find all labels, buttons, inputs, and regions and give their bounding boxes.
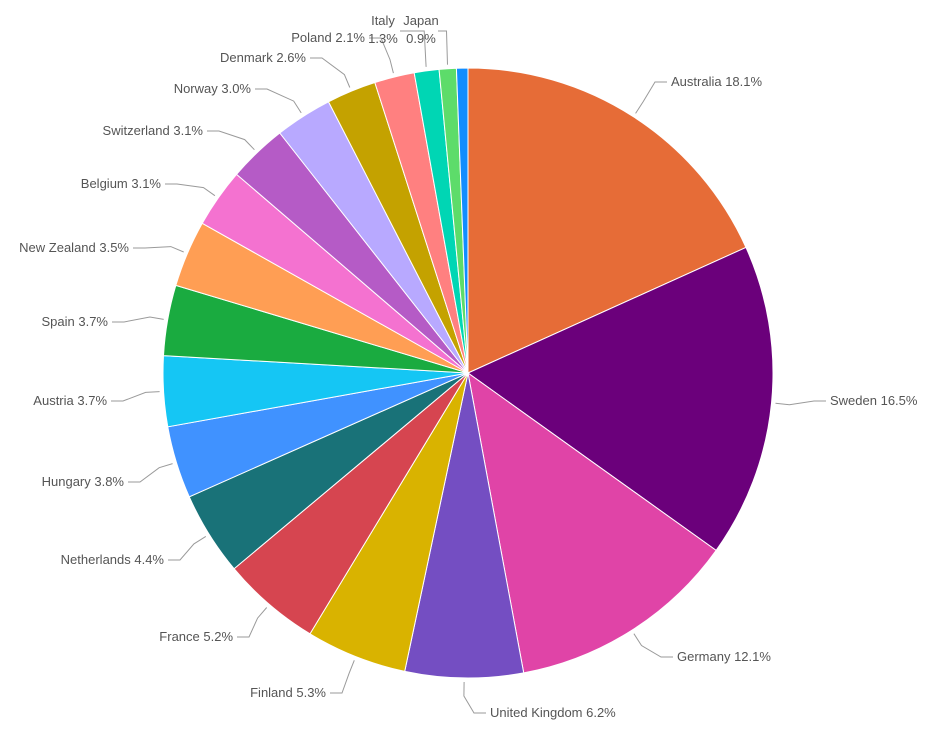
leader-line-finland [330, 660, 355, 694]
leader-line-hungary [128, 463, 173, 483]
data-label-norway: Norway 3.0% [174, 81, 252, 96]
leader-line-norway [255, 88, 302, 114]
leader-line-poland [369, 37, 394, 74]
data-label-poland: Poland 2.1% [291, 30, 365, 45]
leader-line-belgium [165, 183, 216, 197]
leader-line-spain [112, 316, 164, 323]
data-label-new-zealand: New Zealand 3.5% [19, 240, 129, 255]
leader-line-australia [635, 81, 667, 114]
data-label-switzerland: Switzerland 3.1% [103, 123, 204, 138]
labels-layer: Australia 18.1% Sweden 16.5% Germany 12.1%… [19, 13, 918, 720]
data-label-australia: Australia 18.1% [671, 74, 762, 89]
leaders-layer [111, 30, 826, 714]
slices-layer [162, 67, 774, 679]
leader-line-denmark [310, 57, 351, 88]
leader-line-austria [111, 391, 160, 402]
data-label-france: France 5.2% [159, 629, 233, 644]
data-label-italy-line-0: Italy [371, 13, 395, 28]
data-label-hungary: Hungary 3.8% [42, 474, 125, 489]
data-label-germany: Germany 12.1% [677, 649, 771, 664]
leader-line-sweden [775, 400, 826, 406]
data-label-italy-line-1: 1.3% [368, 31, 398, 46]
leader-line-new-zealand [133, 246, 184, 253]
data-label-spain: Spain 3.7% [42, 314, 109, 329]
leader-line-italy [400, 30, 427, 67]
leader-line-united-kingdom [463, 681, 486, 714]
slice-australia[interactable] [467, 67, 747, 374]
leader-line-netherlands [168, 535, 207, 561]
leader-line-france [237, 607, 268, 638]
data-label-sweden: Sweden 16.5% [830, 393, 918, 408]
data-label-denmark: Denmark 2.6% [220, 50, 306, 65]
data-label-japan-line-1: 0.9% [406, 31, 436, 46]
leader-line-germany [633, 633, 673, 658]
data-label-italy: Italy 1.3% [368, 13, 398, 46]
slice-other[interactable] [455, 67, 469, 374]
data-label-netherlands: Netherlands 4.4% [61, 552, 165, 567]
data-label-united-kingdom: United Kingdom 6.2% [490, 705, 616, 720]
leader-line-japan [438, 30, 448, 65]
data-label-japan-line-0: Japan [403, 13, 438, 28]
leader-line-switzerland [207, 130, 255, 151]
slice-united-kingdom[interactable] [404, 372, 525, 679]
slice-germany[interactable] [467, 371, 717, 674]
slice-sweden[interactable] [467, 246, 774, 552]
data-label-belgium: Belgium 3.1% [81, 176, 162, 191]
data-label-japan: Japan 0.9% [403, 13, 438, 46]
data-label-austria: Austria 3.7% [33, 393, 107, 408]
data-label-finland: Finland 5.3% [250, 685, 326, 700]
